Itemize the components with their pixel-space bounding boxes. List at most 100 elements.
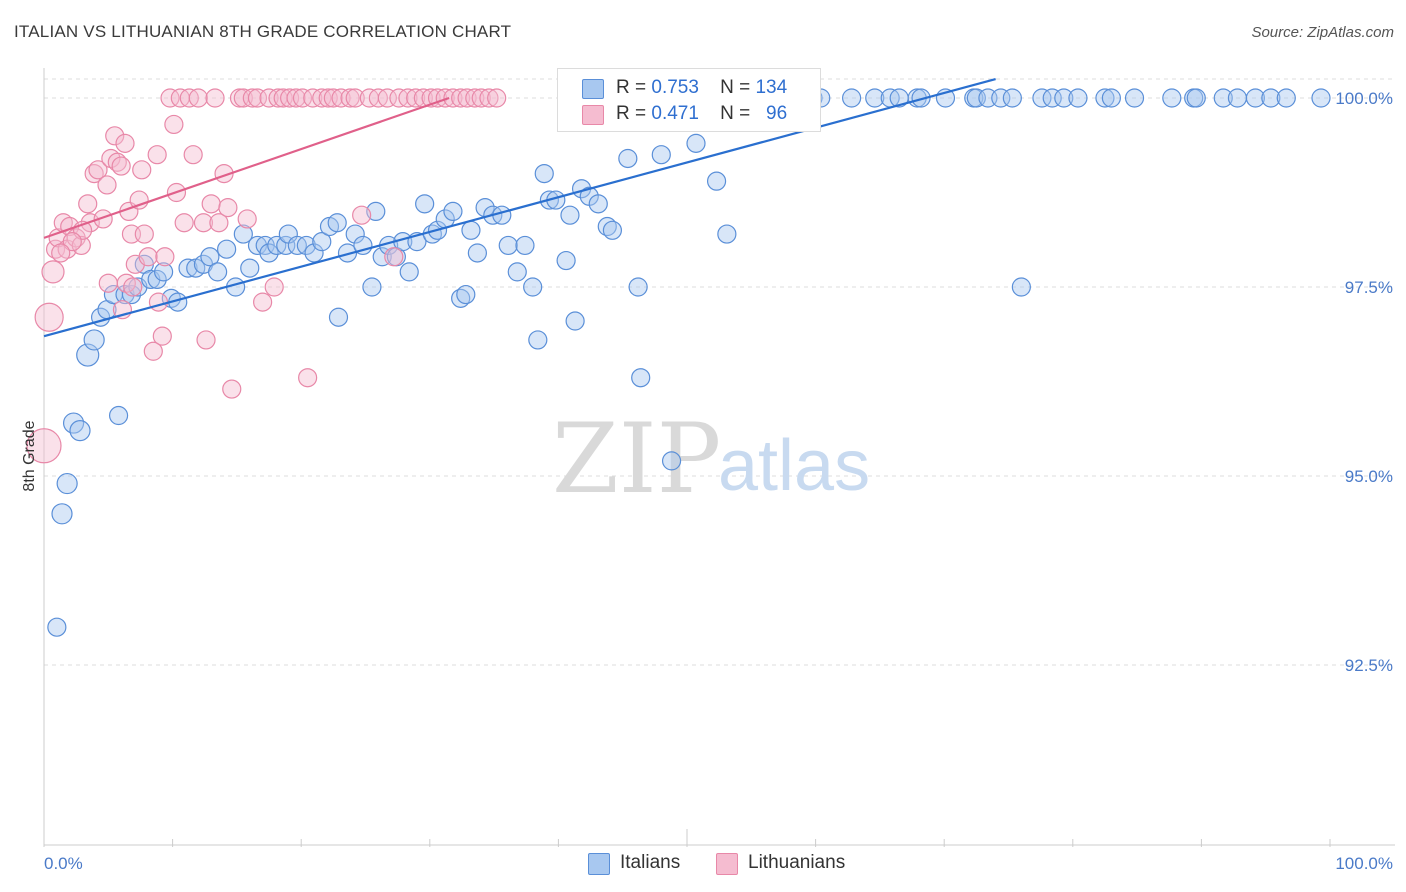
italians-point (686, 133, 706, 153)
legend-label-lithuanians: Lithuanians (748, 852, 846, 873)
italians-point (345, 224, 365, 244)
legend-text-lithuanians: R = 0.471 N = 96 (616, 103, 787, 125)
stats-legend: R = 0.753 N = 134 R = 0.471 N = 96 (557, 68, 821, 132)
legend-n-value: 134 (755, 77, 788, 98)
legend-swatch-italians (588, 853, 610, 875)
italians-point (461, 220, 481, 240)
italians-point (1227, 88, 1248, 108)
watermark-atlas: atlas (718, 426, 870, 506)
italians-point (602, 220, 623, 240)
y-tick-labels: 100.0% 97.5% 95.0% 92.5% (1335, 89, 1393, 675)
lithuanians-point (45, 239, 66, 259)
bottom-legend-italians[interactable]: Italians (588, 852, 698, 876)
lithuanians-point (34, 302, 64, 332)
italians-point (1032, 88, 1052, 108)
lithuanians-point (98, 273, 118, 293)
lithuanians-point (222, 379, 242, 399)
lithuanians-point (487, 88, 507, 108)
lithuanians-point (237, 209, 257, 229)
italians-point (415, 194, 435, 214)
lithuanians-point (134, 224, 154, 244)
lithuanians-point (160, 88, 180, 108)
lithuanians-point (242, 88, 262, 108)
lithuanians-point (115, 133, 135, 153)
italians-point (507, 262, 527, 282)
italians-point (337, 243, 358, 263)
lithuanians-point (471, 88, 491, 108)
lithuanians-point (435, 88, 455, 108)
italians-point (842, 88, 862, 108)
axes (43, 68, 1395, 847)
lithuanians-point (78, 194, 98, 214)
y-tick-label: 97.5% (1345, 278, 1393, 297)
italians-point (467, 243, 487, 263)
italians-point (1011, 277, 1031, 297)
italians-point (276, 235, 296, 256)
italians-point (565, 311, 585, 331)
legend-r-label: R = (616, 77, 647, 98)
series-lithuanians (26, 88, 507, 464)
lithuanians-point (132, 160, 152, 180)
watermark-zip: ZIP (552, 403, 721, 515)
lithuanians-point (183, 145, 203, 165)
italians-point (628, 277, 648, 297)
italians-point (362, 277, 382, 297)
italians-point (259, 243, 279, 263)
italians-point (121, 284, 142, 305)
italians-point (217, 239, 237, 259)
lithuanians-point (148, 292, 169, 312)
lithuanians-point (188, 88, 208, 108)
lithuanians-point (97, 175, 117, 195)
trend-lines (43, 78, 996, 338)
italians-point (1162, 88, 1182, 108)
italians-point (1311, 88, 1331, 108)
italians-point (498, 235, 518, 256)
lithuanians-point (253, 292, 273, 312)
lithuanians-point (286, 88, 306, 108)
lithuanians-point (196, 330, 216, 350)
italians-point (312, 232, 332, 252)
lithuanians-point (218, 198, 238, 218)
lithuanians-point (174, 213, 194, 233)
legend-n-value: 96 (766, 103, 788, 124)
italians-point (706, 171, 727, 191)
italians-point (153, 262, 174, 282)
lithuanians-point (93, 209, 113, 229)
italians-point (240, 258, 260, 278)
lithuanians-point (340, 88, 360, 108)
x-tick-label: 100.0% (1335, 854, 1393, 873)
legend-swatch-lithuanians (716, 853, 738, 875)
bottom-legend-lithuanians[interactable]: Lithuanians (716, 852, 866, 876)
lithuanians-point (201, 194, 221, 214)
legend-r-value: 0.753 (651, 77, 699, 98)
italians-point (1276, 88, 1296, 108)
y-tick-label: 100.0% (1335, 89, 1393, 108)
italians-point (631, 368, 651, 388)
italians-point (651, 145, 671, 165)
italians-point (366, 201, 386, 221)
lithuanians-point (123, 277, 143, 297)
italians-point (991, 88, 1011, 108)
italians-point (1124, 88, 1145, 108)
lithuanians-point (443, 88, 463, 108)
italians-point (233, 224, 253, 244)
italians-point (966, 88, 986, 108)
lithuanians-point (352, 205, 372, 225)
italians-point (178, 258, 198, 278)
lithuanians-point (155, 247, 175, 267)
italians-point (47, 617, 67, 637)
lithuanians-trend-line (43, 96, 450, 239)
lithuanians-point (209, 213, 229, 233)
legend-text-italians: R = 0.753 N = 134 (616, 77, 787, 99)
lithuanians-point (164, 114, 184, 135)
italians-point (1068, 88, 1088, 108)
italians-point (911, 88, 931, 108)
lithuanians-point (41, 260, 65, 284)
legend-label-italians: Italians (620, 852, 681, 873)
italians-point (51, 503, 73, 525)
italians-point (1054, 88, 1074, 108)
x-tick-label: 0.0% (44, 854, 83, 873)
italians-point (296, 235, 316, 256)
italians-point (208, 262, 228, 282)
